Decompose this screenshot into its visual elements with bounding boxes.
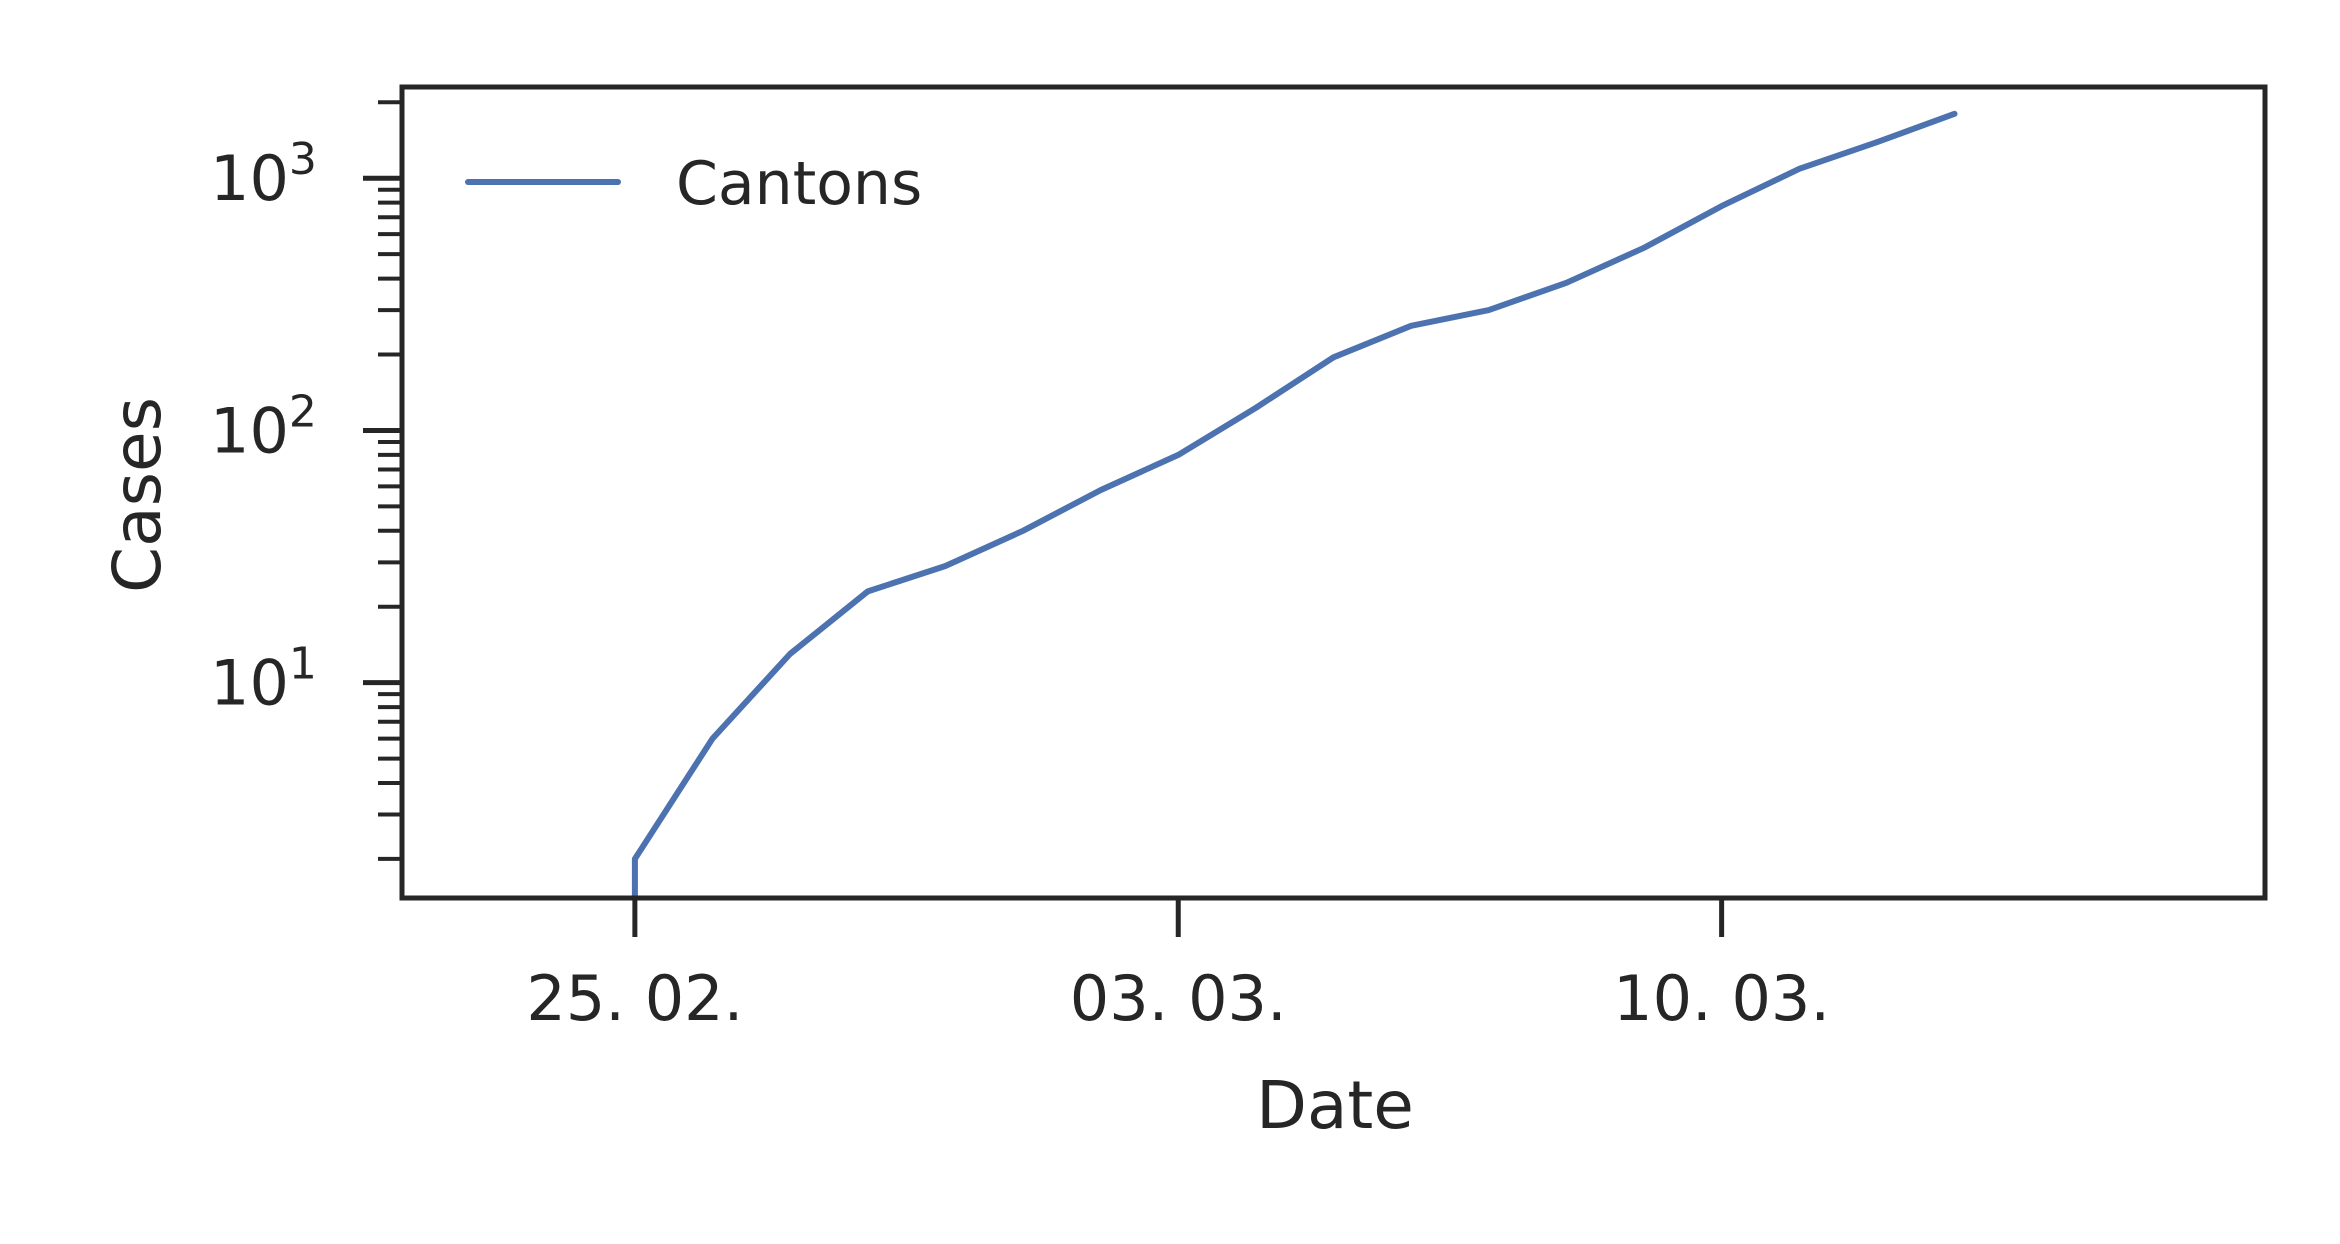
plot-layer (631, 110, 1958, 898)
y-tick-label: 102 (210, 386, 317, 467)
x-tick-label: 03. 03. (1070, 962, 1287, 1035)
x-tick-label: 25. 02. (526, 962, 743, 1035)
axes-layer: 25. 02. 03. 03. 10. 03. 101 102 103 (210, 84, 2268, 1035)
y-axis-label: Cases (99, 397, 176, 593)
plot-frame (399, 84, 2268, 901)
y-tick-label: 103 (210, 134, 317, 215)
series-line-cantons (631, 110, 1958, 898)
x-axis-label: Date (1256, 1067, 1414, 1144)
x-tick-label: 10. 03. (1613, 962, 1830, 1035)
y-tick-label: 101 (210, 639, 317, 720)
legend-label-cantons: Cantons (676, 149, 922, 219)
legend: Cantons (465, 149, 922, 219)
